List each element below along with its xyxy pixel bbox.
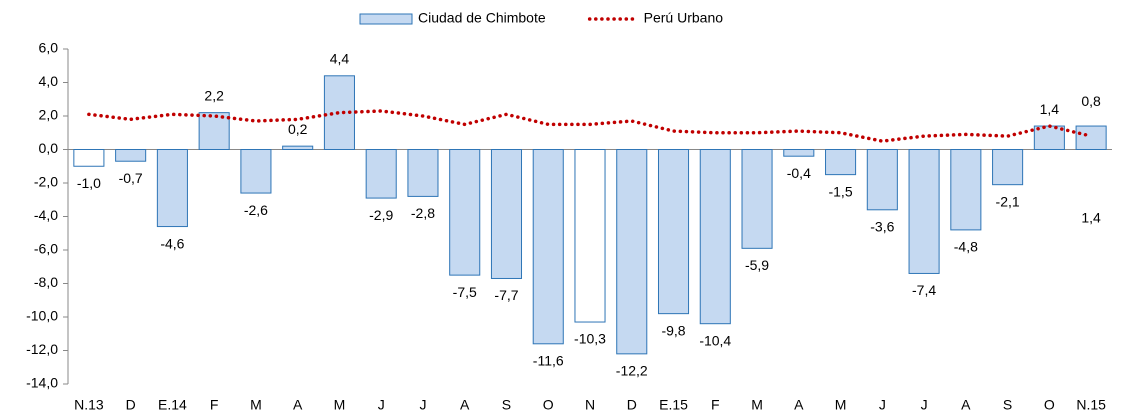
bar-value-label: -4,8: [954, 239, 978, 255]
bar-value-label: -0,4: [787, 165, 811, 181]
legend-label: Ciudad de Chimbote: [418, 10, 546, 26]
bar-value-label: -7,7: [494, 287, 518, 303]
x-tick-label: F: [711, 397, 720, 413]
x-tick-label: S: [1003, 397, 1012, 413]
bar: [866, 149, 898, 211]
bar-value-label: -0,7: [119, 170, 143, 186]
y-tick-label: -10,0: [26, 308, 58, 324]
x-tick-label: M: [835, 397, 847, 413]
bar-value-label: -4,6: [160, 235, 184, 251]
bar-value-label: -1,5: [828, 183, 852, 199]
bar-value-label: -10,3: [574, 331, 606, 347]
bar-value-label: -7,4: [912, 282, 936, 298]
line-value-label: 0,8: [1081, 93, 1101, 109]
bar: [950, 149, 982, 231]
x-tick-label: A: [460, 397, 470, 413]
bar-value-label: -1,0: [77, 175, 101, 191]
x-tick-label: A: [794, 397, 804, 413]
y-tick-label: 4,0: [39, 73, 59, 89]
y-tick-label: -2,0: [34, 174, 58, 190]
bar: [657, 149, 690, 315]
x-tick-label: N: [585, 397, 595, 413]
bar: [992, 149, 1024, 186]
bar: [240, 149, 272, 194]
bar: [825, 149, 857, 176]
x-tick-label: J: [419, 397, 426, 413]
y-tick-label: -4,0: [34, 207, 58, 223]
x-tick-label: S: [502, 397, 511, 413]
bar: [365, 149, 397, 199]
bar: [449, 149, 481, 276]
legend-swatch: [359, 13, 413, 25]
bar: [616, 149, 648, 355]
bar: [1075, 125, 1107, 151]
x-tick-label: O: [1044, 397, 1055, 413]
x-tick-label: D: [627, 397, 637, 413]
bar-value-label: 1,4: [1081, 210, 1101, 226]
bar-value-label: -3,6: [870, 219, 894, 235]
bar: [156, 149, 188, 228]
x-tick-label: J: [879, 397, 886, 413]
bar: [532, 149, 564, 345]
bar-value-label: -2,8: [411, 205, 435, 221]
bar: [574, 149, 606, 323]
bar: [73, 149, 105, 167]
x-tick-label: M: [250, 397, 262, 413]
x-tick-label: N.13: [74, 397, 104, 413]
bar-value-label: 0,2: [288, 121, 308, 137]
bar: [908, 149, 940, 274]
x-tick-label: A: [961, 397, 971, 413]
x-tick-label: A: [293, 397, 303, 413]
line: [87, 109, 1093, 143]
bar-value-label: -7,5: [453, 284, 477, 300]
bar: [741, 149, 773, 249]
bar: [490, 149, 523, 279]
y-tick-label: -8,0: [34, 274, 58, 290]
bar-value-label: -5,9: [745, 257, 769, 273]
x-tick-label: O: [543, 397, 554, 413]
bar: [407, 149, 439, 197]
bar: [198, 112, 230, 150]
x-tick-label: N.15: [1076, 397, 1106, 413]
bar: [783, 149, 815, 157]
y-tick-label: 0,0: [39, 140, 59, 156]
x-tick-label: M: [751, 397, 763, 413]
x-tick-label: F: [210, 397, 219, 413]
bar: [282, 145, 314, 150]
y-tick-label: -14,0: [26, 375, 58, 391]
bar-value-label: -10,4: [699, 332, 731, 348]
bar-value-label: -2,1: [996, 193, 1020, 209]
bar-value-label: 1,4: [1040, 101, 1060, 117]
bar-value-label: -9,8: [661, 322, 685, 338]
x-tick-label: J: [921, 397, 928, 413]
y-tick-label: 6,0: [39, 40, 59, 56]
x-tick-label: E.15: [659, 397, 688, 413]
bar-value-label: -12,2: [616, 363, 648, 379]
bar-value-label: -2,6: [244, 202, 268, 218]
x-tick-label: D: [126, 397, 136, 413]
bar-value-label: -11,6: [533, 353, 564, 369]
y-tick-label: 2,0: [39, 107, 59, 123]
x-tick-label: E.14: [158, 397, 187, 413]
legend-label: Perú Urbano: [644, 10, 724, 26]
bar-value-label: 2,2: [204, 87, 224, 103]
y-tick-label: -6,0: [34, 241, 58, 257]
x-tick-label: J: [378, 397, 385, 413]
y-tick-label: -12,0: [26, 341, 58, 357]
bar-value-label: 4,4: [330, 51, 350, 67]
bar-value-label: -2,9: [369, 207, 393, 223]
x-tick-label: M: [334, 397, 346, 413]
bar: [115, 149, 147, 162]
bar: [699, 149, 731, 325]
